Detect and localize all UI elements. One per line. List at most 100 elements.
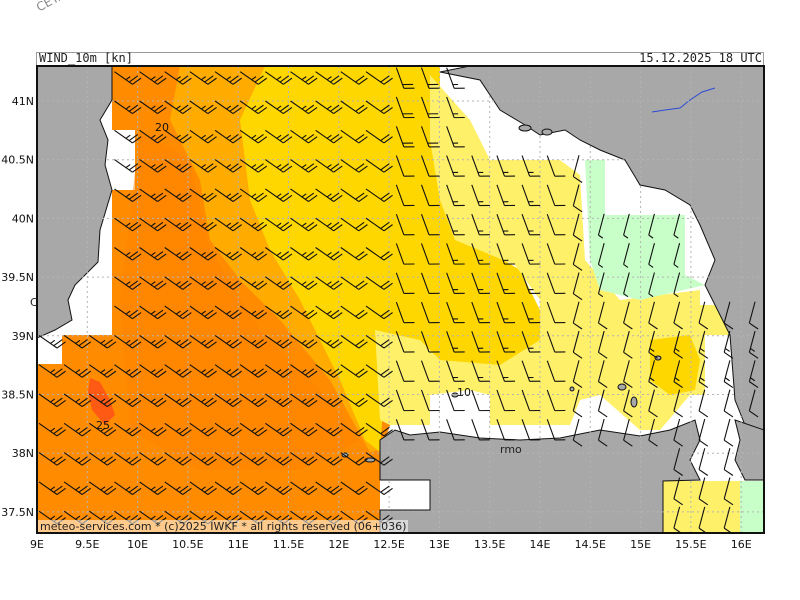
- barb-feather: [125, 515, 131, 520]
- barb-feather: [383, 194, 393, 202]
- barb-feather: [157, 224, 167, 232]
- barb-feather: [380, 221, 390, 229]
- barb-feather: [355, 426, 365, 435]
- barb-feather: [598, 381, 608, 389]
- barb-feather: [276, 310, 282, 315]
- wind-barb: [315, 100, 343, 115]
- barb-feather: [304, 397, 315, 405]
- barb-feather: [723, 439, 734, 447]
- barb-feather: [330, 280, 340, 288]
- barb-feather: [179, 104, 189, 112]
- barb-feather: [103, 368, 113, 376]
- barb-feather: [154, 426, 164, 435]
- barb-feather: [100, 457, 106, 462]
- barb-feather: [301, 105, 307, 110]
- barb-feather: [304, 339, 315, 347]
- barb-feather: [179, 339, 189, 347]
- wind-barb: [265, 393, 293, 408]
- barb-feather: [673, 439, 683, 447]
- wind-barb: [395, 272, 415, 294]
- barb-feather: [50, 427, 56, 432]
- wind-barb: [748, 389, 759, 418]
- barb-feather: [301, 222, 307, 227]
- barb-feather: [283, 399, 293, 408]
- barb-feather: [257, 253, 268, 261]
- barb-feather: [358, 312, 368, 320]
- barb-feather: [283, 253, 293, 261]
- barb-feather: [383, 341, 393, 349]
- wind-barb: [164, 422, 192, 437]
- barb-shaft: [395, 331, 405, 353]
- barb-feather: [383, 370, 393, 378]
- barb-feather: [358, 487, 368, 495]
- barb-feather: [623, 293, 629, 298]
- barb-feather: [125, 281, 131, 286]
- barb-feather: [254, 133, 264, 142]
- barb-shaft: [395, 389, 405, 411]
- barb-feather: [100, 427, 106, 432]
- barb-feather: [78, 368, 88, 376]
- barb-feather: [276, 222, 282, 227]
- wind-barb: [471, 331, 490, 353]
- barb-feather: [232, 370, 242, 378]
- barb-feather: [674, 348, 680, 352]
- barb-feather: [154, 163, 164, 171]
- wind-barb: [572, 184, 583, 213]
- wind-barb: [648, 360, 658, 389]
- barb-feather: [132, 429, 142, 437]
- barb-feather: [128, 163, 139, 171]
- barb-feather: [355, 339, 365, 347]
- barb-feather: [103, 397, 113, 405]
- barb-feather: [154, 192, 164, 200]
- longitude-label: 16E: [731, 538, 752, 551]
- barb-feather: [150, 515, 156, 520]
- barb-feather: [201, 427, 206, 432]
- barb-feather: [257, 399, 268, 408]
- barb-feather: [673, 263, 679, 268]
- barb-feather: [572, 234, 583, 242]
- longitude-label: 15.5E: [675, 538, 706, 551]
- place-label-fragment: rmo: [500, 443, 522, 456]
- barb-feather: [232, 312, 242, 320]
- barb-feather: [229, 368, 239, 376]
- barb-feather: [175, 105, 181, 110]
- wind-barb: [395, 96, 415, 119]
- barb-feather: [304, 133, 315, 142]
- wind-barb: [420, 419, 440, 441]
- barb-shaft: [420, 184, 430, 206]
- wind-barb: [139, 100, 167, 115]
- barb-feather: [254, 75, 264, 83]
- longitude-label: 9.5E: [75, 538, 99, 551]
- barb-feather: [207, 136, 217, 144]
- barb-feather: [698, 381, 709, 389]
- barb-feather: [204, 133, 214, 142]
- barb-shaft: [420, 243, 430, 265]
- barb-feather: [304, 251, 315, 259]
- barb-feather: [81, 341, 92, 349]
- barb-feather: [50, 457, 56, 462]
- barb-feather: [698, 498, 709, 506]
- wind-barb: [471, 301, 490, 324]
- wind-barb: [420, 243, 440, 265]
- barb-shaft: [395, 243, 405, 265]
- barb-feather: [355, 251, 365, 259]
- barb-feather: [283, 224, 293, 232]
- barb-feather: [283, 77, 293, 85]
- barb-feather: [229, 339, 239, 347]
- wind-speed-shading: [37, 66, 764, 533]
- wind-barb: [673, 506, 683, 533]
- wind-barb: [164, 247, 192, 261]
- longitude-label: 13E: [429, 538, 450, 551]
- wind-barb: [446, 419, 465, 441]
- barb-feather: [380, 163, 390, 171]
- barb-feather: [154, 280, 164, 288]
- barb-feather: [157, 429, 167, 437]
- barb-shaft: [420, 419, 430, 441]
- barb-feather: [276, 134, 282, 139]
- barb-feather: [698, 351, 709, 359]
- barb-feather: [229, 192, 239, 200]
- wind-barb: [471, 419, 490, 441]
- barb-feather: [179, 221, 189, 229]
- barb-shaft: [623, 272, 630, 294]
- wind-barb: [139, 129, 167, 144]
